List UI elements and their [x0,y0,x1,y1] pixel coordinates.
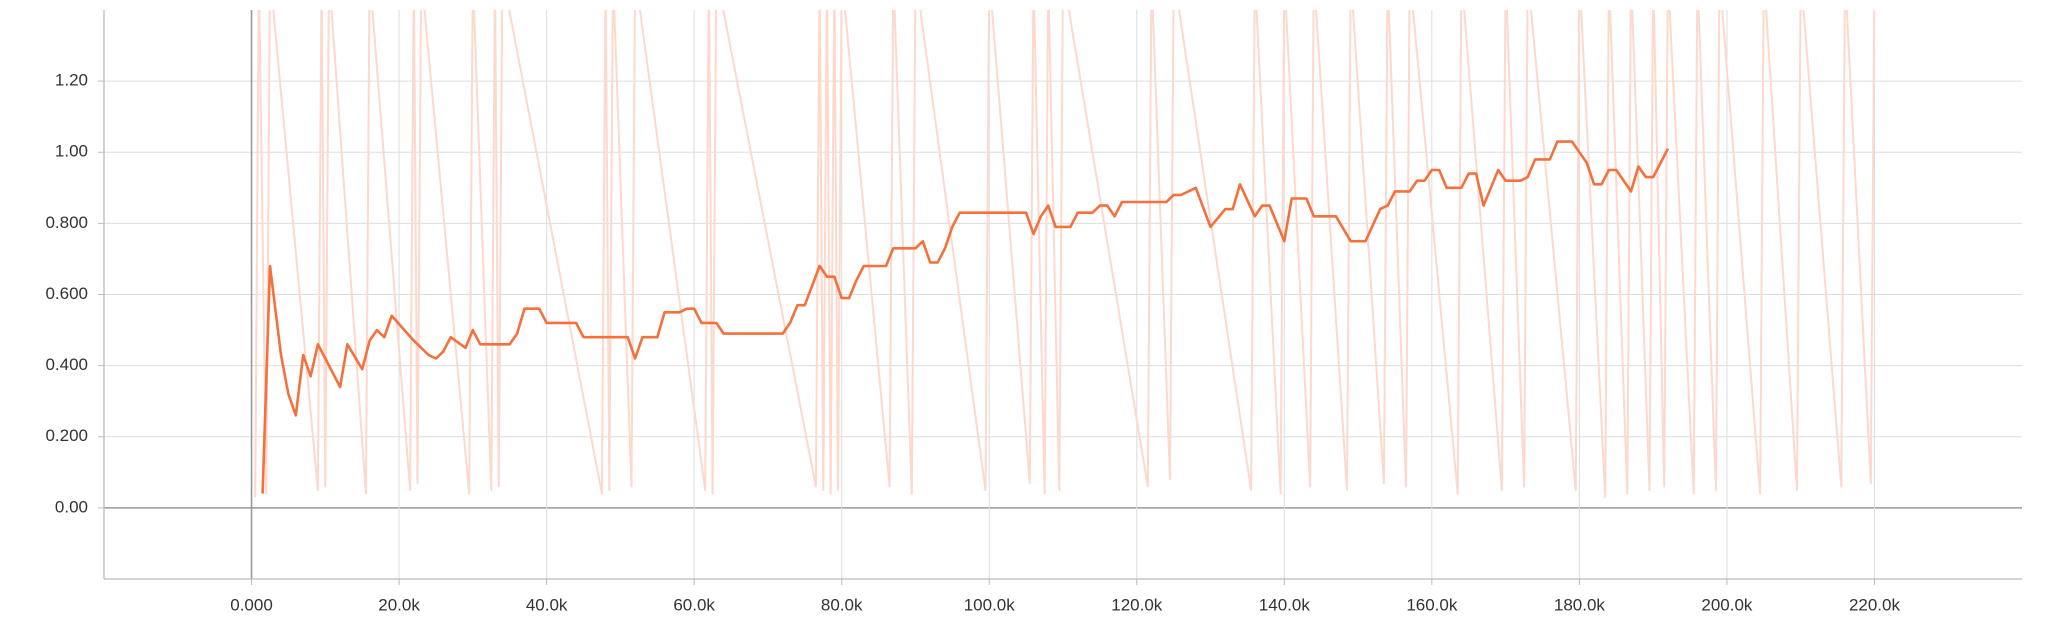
y-tick-label: 1.20 [55,71,88,90]
y-tick-label: 0.800 [45,213,88,232]
x-tick-label: 220.0k [1849,595,1901,614]
x-tick-label: 180.0k [1554,595,1606,614]
x-tick-label: 40.0k [526,595,568,614]
x-tick-label: 120.0k [1111,595,1163,614]
x-tick-label: 140.0k [1259,595,1311,614]
x-tick-label: 80.0k [821,595,863,614]
x-tick-label: 200.0k [1701,595,1753,614]
y-tick-label: 0.00 [55,497,88,516]
x-tick-label: 100.0k [964,595,1016,614]
plot-area [254,10,1876,499]
tick-labels: 0.00 0.200 0.400 0.600 0.800 1.00 1.20 0.000 20.… [45,71,1900,615]
series-line [254,10,1876,499]
x-tick-label: 20.0k [378,595,420,614]
y-tick-label: 0.400 [45,355,88,374]
x-tick-label: 160.0k [1406,595,1458,614]
x-tick-label: 60.0k [673,595,715,614]
y-tick-label: 0.200 [45,426,88,445]
x-tick-label: 0.000 [230,595,273,614]
y-tick-label: 0.600 [45,284,88,303]
series-line [261,140,1670,494]
y-tick-label: 1.00 [55,142,88,161]
